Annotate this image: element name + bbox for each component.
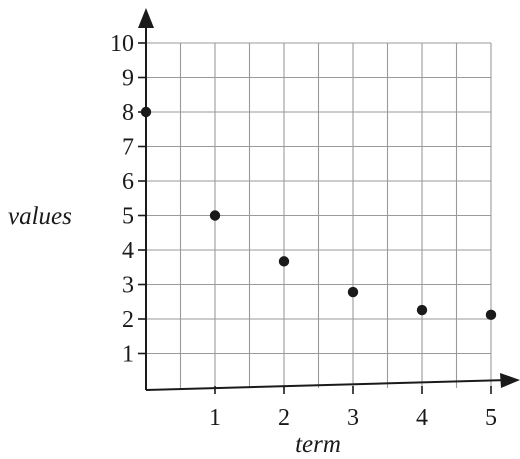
y-tick-label: 5: [122, 204, 134, 230]
y-tick-label: 2: [122, 307, 134, 333]
tick-labels: 1 2 3 4 5 6 7 8 9 10 1 2 3 4 5: [110, 31, 497, 431]
y-axis-arrowhead: [138, 8, 154, 28]
x-axis-line: [145, 379, 509, 391]
axes: [138, 8, 520, 391]
y-tick-label: 4: [122, 238, 134, 264]
x-axis-label: term: [295, 431, 341, 458]
y-tick-label: 3: [122, 273, 134, 299]
y-tick-label: 10: [110, 31, 134, 57]
y-tick-label: 1: [122, 342, 134, 368]
x-tick-label: 5: [485, 405, 497, 431]
data-point: [278, 256, 290, 267]
x-tick-label: 4: [416, 405, 428, 431]
x-axis-arrowhead: [500, 373, 520, 388]
data-point: [140, 106, 152, 118]
data-point: [347, 286, 359, 298]
y-axis-label: values: [8, 203, 72, 230]
grid: [146, 42, 492, 388]
y-tick-label: 8: [122, 100, 134, 126]
y-tick-label: 6: [122, 169, 134, 195]
y-tick-label: 9: [122, 66, 134, 92]
data-point: [209, 210, 221, 221]
data-point: [416, 304, 428, 316]
x-tick-label: 1: [209, 405, 221, 431]
x-tick-label: 2: [278, 405, 290, 431]
data-point: [485, 309, 497, 321]
ticks: [138, 42, 492, 394]
x-tick-label: 3: [347, 405, 359, 431]
y-tick-label: 7: [122, 135, 134, 161]
data-points: [140, 106, 497, 321]
